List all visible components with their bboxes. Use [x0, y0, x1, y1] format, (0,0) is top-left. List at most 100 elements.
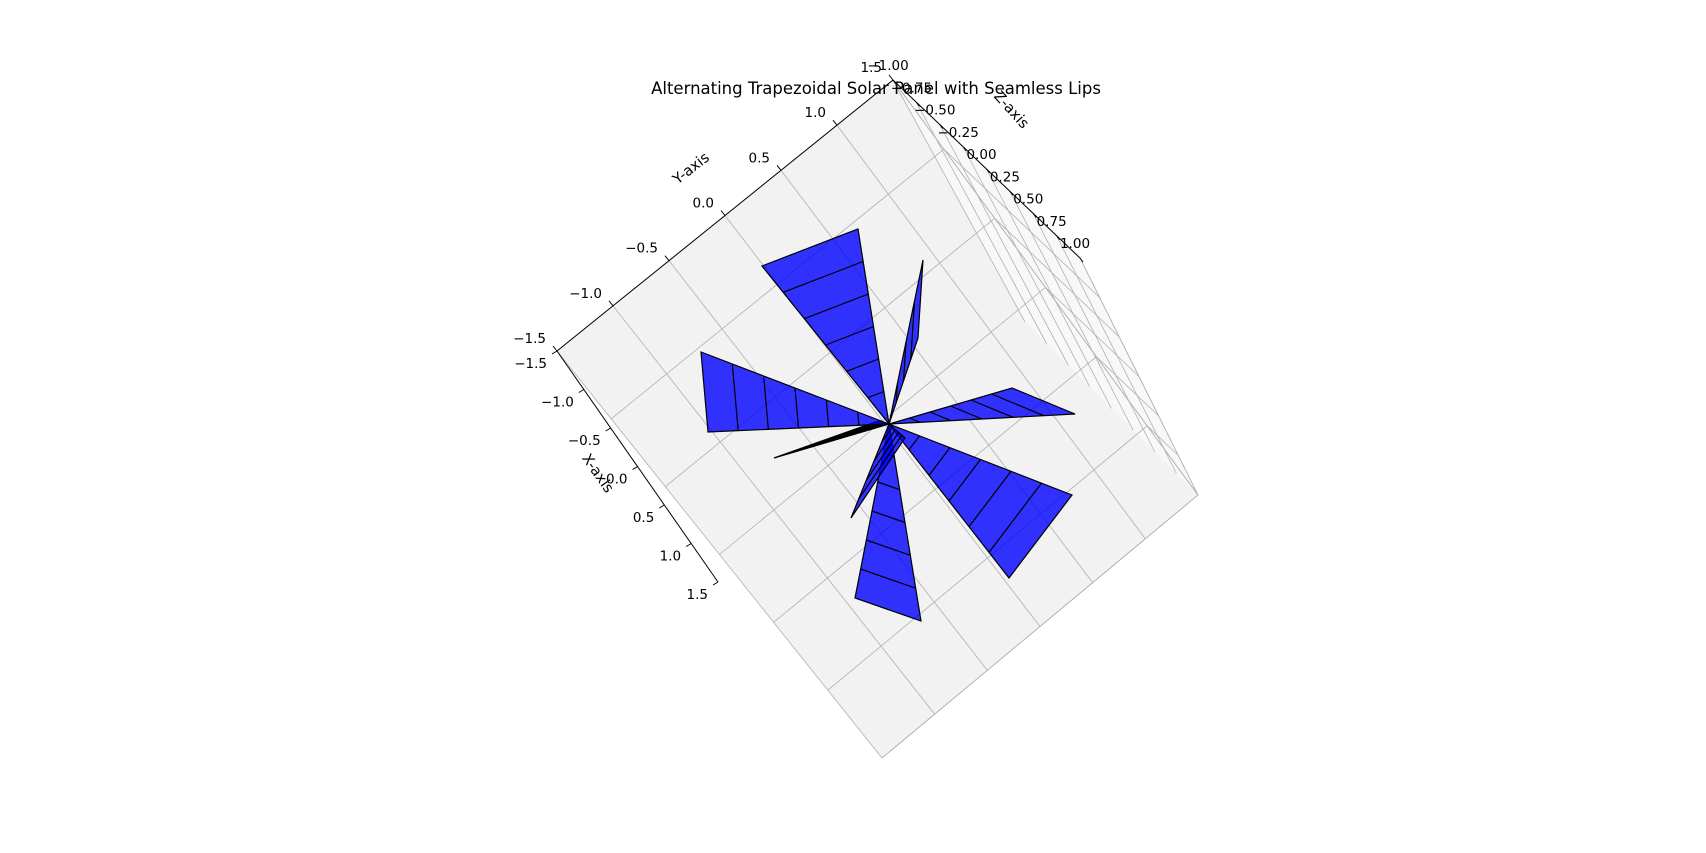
grid-line: [939, 124, 1069, 366]
wing-strip-edge: [850, 422, 886, 436]
z-tick-label: 0.50: [1013, 192, 1043, 208]
wing-strip-edge: [929, 411, 952, 422]
solar-panel-wing: [700, 351, 890, 433]
x-tick-label: 1.5: [687, 587, 708, 603]
z-tick-label: 0.25: [990, 169, 1020, 185]
wing-strip-edge: [909, 417, 921, 423]
grid-line: [1146, 425, 1179, 456]
z-tick-label: 0.00: [966, 147, 996, 163]
wing-strip-edge: [792, 420, 881, 453]
z-tick: [1009, 190, 1014, 196]
wing-strip-edge: [804, 293, 869, 320]
wing-strip-edge: [782, 260, 864, 293]
solar-panel-wing: [887, 422, 1073, 579]
x-tick: [632, 466, 638, 470]
z-tick: [1079, 257, 1084, 263]
wing-strip-edge: [846, 358, 879, 372]
grid-line: [827, 425, 1148, 691]
y-tick: [664, 255, 670, 261]
y-tick: [552, 345, 558, 352]
y-tick: [608, 300, 614, 307]
y-tick-label: 1.5: [861, 60, 882, 76]
z-tick: [915, 101, 920, 107]
wing-strip-edge: [895, 382, 899, 403]
grid-line: [962, 146, 1091, 388]
pane-edge: [892, 79, 1199, 496]
solar-panel-wing: [854, 423, 922, 622]
wing-strip-edge: [858, 434, 903, 500]
grid-line: [1096, 356, 1159, 417]
x-tick-label: −1.5: [514, 356, 547, 372]
wing-strip-edge: [928, 447, 951, 476]
y-tick-label: 0.0: [693, 196, 714, 212]
wing-strip-edge: [877, 481, 900, 491]
z-tick-label: −1.00: [867, 58, 908, 74]
z-tick-label: 1.00: [1060, 236, 1090, 252]
x-tick-label: 1.0: [660, 549, 681, 565]
grid-line: [1045, 287, 1140, 377]
z-tick-label: −0.50: [914, 103, 955, 119]
grid-line: [986, 168, 1112, 409]
wing-strip-edge: [860, 568, 916, 589]
solar-panel-wing: [888, 259, 924, 425]
wing-strip-edge: [825, 325, 874, 346]
wing-strip-edge: [865, 432, 900, 481]
grid-line: [892, 79, 1026, 323]
axis-ticks: −1.5−1.0−0.50.00.51.01.5−1.5−1.0−0.50.00…: [513, 58, 1090, 603]
solar-panel-wings: [700, 228, 1076, 622]
wing-strip-edge: [871, 510, 906, 524]
wing-strip-edge: [794, 387, 800, 429]
z-tick: [962, 146, 967, 152]
wing-strip-edge: [968, 470, 1012, 528]
solar-panel-wing: [773, 420, 892, 459]
y-tick: [888, 74, 894, 81]
wing-strip-edge: [831, 421, 884, 442]
y-tick-label: 0.5: [749, 150, 770, 166]
x-tick: [551, 350, 558, 355]
solar-panel-wing: [850, 422, 906, 519]
x-tick-label: −1.0: [541, 395, 574, 411]
y-axis-title: Y-axis: [670, 150, 713, 189]
wing-strip-edge: [988, 482, 1042, 553]
x-tick-label: 0.0: [606, 472, 627, 488]
x-tick: [605, 427, 611, 432]
y-tick-label: 1.0: [805, 105, 826, 121]
chart-title: Alternating Trapezoidal Solar Panel with…: [651, 79, 1101, 98]
wing-strip-edge: [812, 421, 882, 448]
grid-line: [943, 148, 1100, 298]
wing-strip-edge: [880, 426, 893, 444]
y-tick: [720, 210, 726, 216]
pane-edge: [1079, 257, 1199, 496]
x-tick-label: 0.5: [633, 510, 654, 526]
grid-line: [916, 102, 1047, 344]
wing-strip-edge: [731, 363, 739, 431]
x-tick: [685, 543, 692, 547]
wing-strip-edge: [866, 539, 911, 556]
x-tick: [659, 504, 665, 509]
solar-panel-wing: [761, 228, 890, 427]
wing-strip-edge: [948, 459, 981, 502]
y-tick-label: −0.5: [625, 241, 658, 257]
wing-strip-edge: [867, 390, 885, 399]
solar-panel-wing: [888, 387, 1076, 425]
z-tick: [1056, 235, 1061, 241]
x-tick: [712, 581, 719, 586]
z-tick-label: −0.25: [937, 125, 978, 141]
wing-strip-edge: [970, 399, 1014, 418]
wing-strip-edge: [902, 341, 907, 382]
wing-strip-edge: [763, 375, 769, 430]
wing-strip-edge: [910, 300, 916, 360]
x-tick-label: −0.5: [568, 433, 601, 449]
grid-line: [665, 218, 995, 487]
z-tick: [986, 168, 990, 174]
z-tick: [939, 124, 944, 129]
wing-strip-edge: [950, 405, 983, 420]
z-tick-label: 0.75: [1037, 214, 1067, 230]
z-tick: [892, 79, 897, 85]
y-tick-label: −1.5: [513, 331, 546, 347]
wing-strip-edge: [857, 411, 860, 426]
pane-edge: [881, 494, 1199, 759]
y-tick: [832, 119, 838, 126]
grid-line: [994, 218, 1120, 338]
